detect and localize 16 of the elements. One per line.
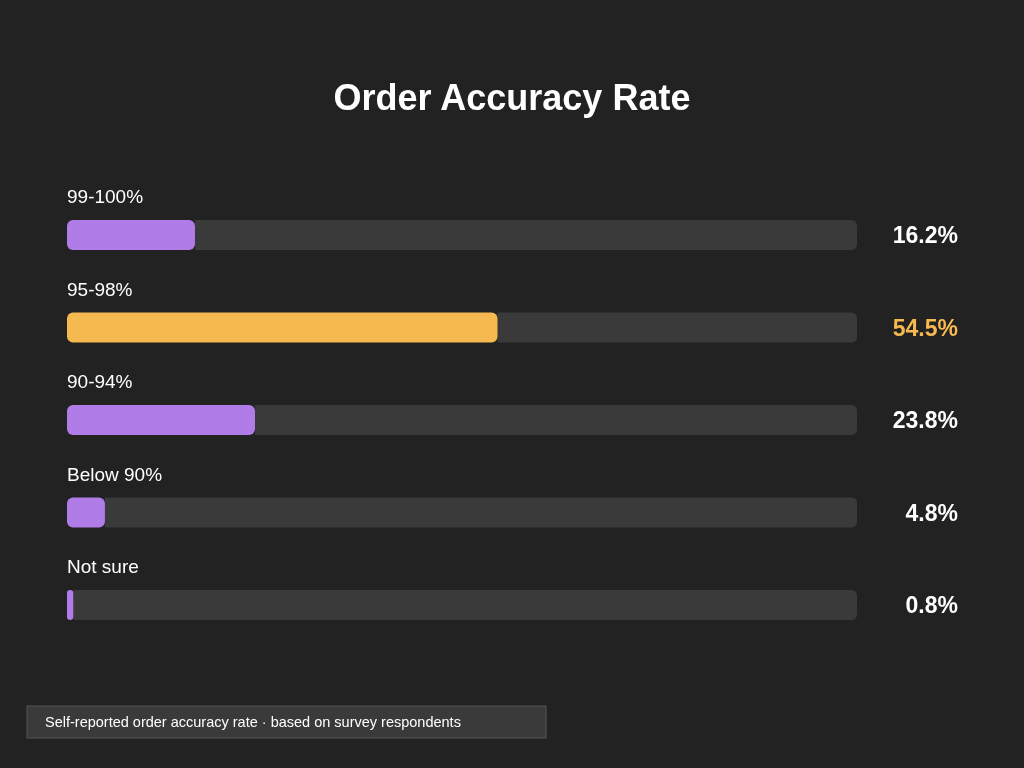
y-tick-label: Not sure	[67, 556, 139, 577]
data-label: 23.8%	[892, 407, 958, 433]
bar	[67, 497, 105, 528]
data-label: 16.2%	[892, 222, 958, 248]
bar	[67, 220, 195, 250]
y-tick-label: 90-94%	[67, 371, 133, 392]
data-label: 0.8%	[905, 592, 958, 618]
bar	[67, 590, 74, 620]
bar	[67, 405, 256, 435]
y-tick-label: 99-100%	[67, 186, 144, 207]
y-tick-label: Below 90%	[67, 463, 163, 485]
chart-title: Order Accuracy Rate	[333, 77, 691, 118]
data-label: 54.5%	[892, 314, 958, 341]
text: Self-reported order accuracy rate · based on survey respondents	[45, 714, 461, 730]
y-tick-label: 95-98%	[67, 278, 133, 300]
data-label: 4.8%	[905, 499, 958, 526]
